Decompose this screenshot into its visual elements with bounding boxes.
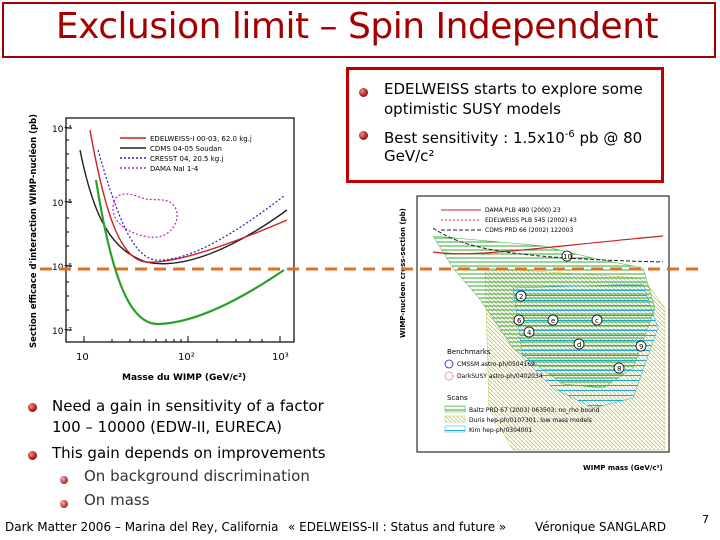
legend-entry: CMSSM astro-ph/0504169 [457,361,535,368]
bullet-icon [28,403,37,412]
page-number: 7 [702,513,709,526]
footer-center: « EDELWEISS-II : Status and future » [288,520,507,534]
legend-title: Benchmarks [447,348,491,356]
y-tick-label: 10⁻⁴ [52,125,72,135]
callout-line-main: Best sensitivity : 1.5x10 [384,129,565,147]
callout-box [346,67,664,183]
slide-title: Exclusion limit – Spin Independent [55,6,659,47]
legend-title: Scans [447,394,468,402]
sub-bullet-text: On background discrimination [84,467,310,485]
x-ticks-left [83,336,281,342]
legend-entry: DAMA NaI 1-4 [150,165,199,173]
y-tick-label: 10⁻⁷ [52,327,72,337]
callout-exponent: -6 [564,129,575,140]
legend-entry: CDMS PRD 66 (2002) 122003 [485,227,574,234]
x-tick-label: 10 [76,352,89,363]
y-tick-label: 10⁻⁵ [52,199,72,209]
y-ticks-left [66,127,72,331]
sub-bullet-icon [60,476,68,484]
bullet-icon [359,88,368,97]
callout-line: EDELWEISS starts to explore some [384,80,643,98]
marker-label: 8 [617,365,621,373]
legend-entry: DAMA PLB 480 (2000) 23 [485,207,561,214]
legend-entry: Duris hep-ph/0107301, low mass models [469,417,592,424]
marker-label: 9 [639,343,643,351]
bullet-icon [28,451,37,460]
sub-bullet-icon [60,500,68,508]
chart-right: DAMA PLB 480 (2000) 23 EDELWEISS PLB 545… [393,188,683,480]
series-cresst-curve [97,149,285,261]
benchmark-markers: 10 2 6 4 e c d 9 8 [513,250,647,374]
legend-entry: EDELWEISS PLB 545 (2002) 43 [485,217,577,224]
marker-label: 10 [563,253,572,261]
plot-frame-left [65,117,295,343]
callout-line-tail: pb @ 80 [574,129,643,147]
callout-line: optimistic SUSY models [384,100,561,118]
bullet-icon [359,131,368,140]
y-axis-label: WIMP-nucleon cross-section (pb) [399,208,407,338]
exclusion-curve-cdms [432,227,664,263]
callout-line: Best sensitivity : 1.5x10-6 pb @ 80 [384,125,642,148]
marker-label: e [551,317,555,325]
legend-left: EDELWEISS-I 00-03, 62.0 kg.j CDMS 04-05 … [120,135,252,173]
main-bullet-text: 100 – 10000 (EDW-II, EURECA) [52,418,282,436]
marker-label: 6 [517,317,522,325]
legend-entry: Kim hep-ph/0304001 [469,427,532,434]
legend-entry: CDMS 04-05 Soudan [150,145,222,153]
x-axis-label: WIMP mass (GeV/c²) [583,464,663,472]
footer-right: Véronique SANGLARD [535,520,667,534]
sub-bullet-text: On mass [84,491,150,509]
marker-label: 2 [519,293,523,301]
legend-entry: CRESST 04, 20.5 kg.j [150,155,223,163]
marker-label: 4 [527,329,532,337]
legend-right-top: DAMA PLB 480 (2000) 23 EDELWEISS PLB 545… [441,207,577,234]
series-edelweiss-curve [89,129,288,263]
exclusion-curve-dama [432,235,664,255]
main-bullet-text: Need a gain in sensitivity of a factor [52,397,324,415]
callout-line: GeV/c² [384,147,435,165]
sensitivity-line [40,267,700,271]
title-frame [2,2,716,58]
x-axis-label: Masse du WIMP (GeV/c²) [122,373,246,383]
series-edelweiss2-projection [94,179,285,326]
x-tick-label: 10³ [272,352,289,363]
plot-frame-right [416,195,670,453]
legend-entry: DarkSUSY astro-ph/0402034 [457,373,543,380]
chart-left: 10⁻⁴ 10⁻⁵ 10⁻⁶ 10⁻⁷ 10 10² 10³ Masse du … [22,110,318,390]
main-bullet-text: This gain depends on improvements [52,444,326,462]
benchmarks-legend: Benchmarks CMSSM astro-ph/0504169 DarkSU… [444,348,600,434]
legend-entry: EDELWEISS-I 00-03, 62.0 kg.j [150,135,252,143]
x-tick-label: 10² [178,352,195,363]
marker-label: d [577,341,581,349]
marker-label: c [595,317,599,325]
scan-region-cyan [512,283,659,409]
series-dama-region [112,193,178,238]
legend-entry: Baltz PRD 67 (2003) 063503; no_rho bound [469,407,600,414]
footer-left: Dark Matter 2006 – Marina del Rey, Calif… [5,520,279,534]
y-axis-label: Section efficace d'interaction WIMP-nucl… [28,114,39,348]
